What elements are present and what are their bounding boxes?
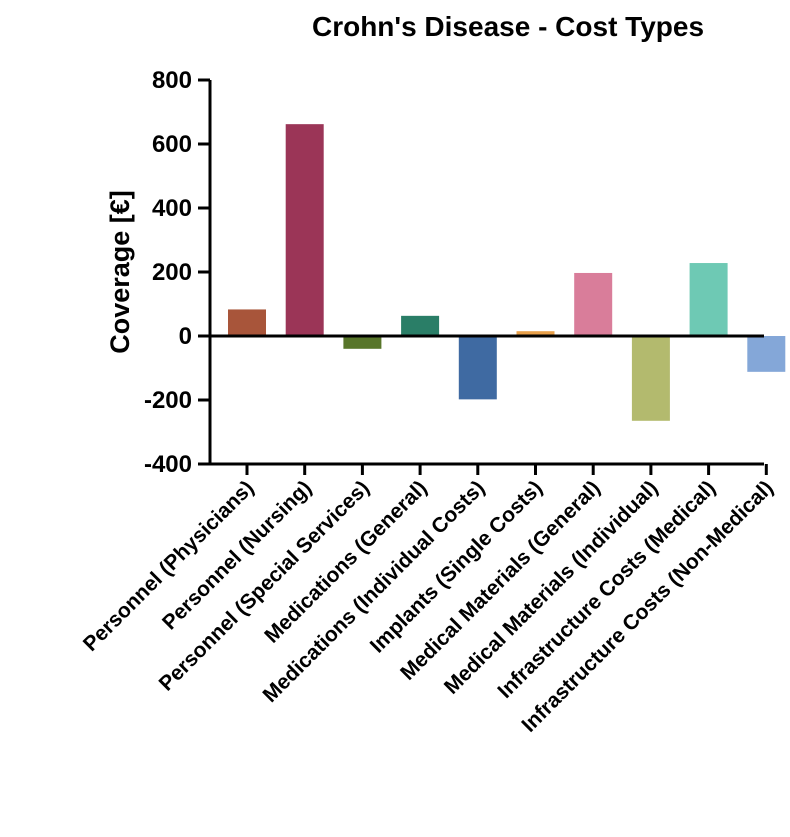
bar xyxy=(458,336,497,400)
bar xyxy=(747,336,786,372)
y-tick-label: -400 xyxy=(144,451,192,478)
bar xyxy=(631,336,670,421)
bar xyxy=(285,124,324,336)
y-tick-label: 0 xyxy=(179,323,192,350)
y-tick-label: 200 xyxy=(152,259,192,286)
y-tick-label: 800 xyxy=(152,67,192,94)
y-axis-label: Coverage [€] xyxy=(105,190,135,354)
bar xyxy=(343,336,382,349)
bar xyxy=(401,315,440,336)
bar xyxy=(516,331,555,336)
x-tick-label: Personnel (Special Services) xyxy=(155,476,374,695)
chart-title: Crohn's Disease - Cost Types xyxy=(312,11,704,42)
bar xyxy=(574,272,613,336)
x-tick-label: Medical Materials (Individual) xyxy=(440,476,663,699)
y-tick-label: 600 xyxy=(152,131,192,158)
bar xyxy=(689,263,728,336)
bar xyxy=(228,309,266,336)
y-tick-label: 400 xyxy=(152,195,192,222)
y-tick-label: -200 xyxy=(144,387,192,414)
